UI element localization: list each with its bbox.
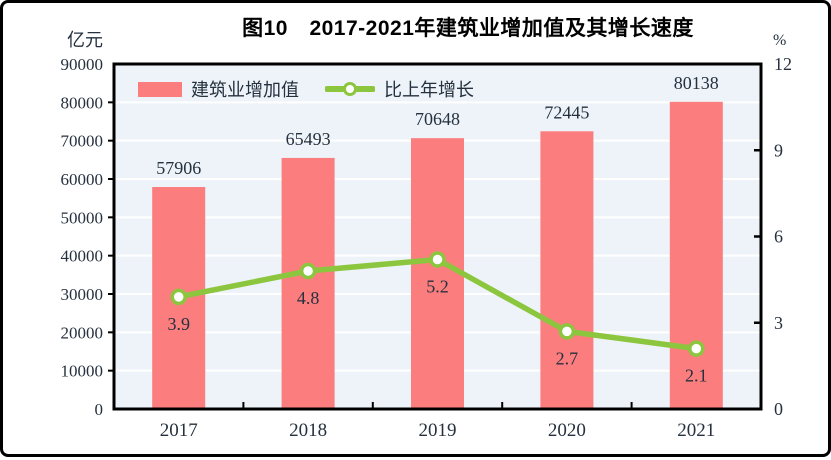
line-marker-2018 xyxy=(299,262,317,280)
bar-value-label-2017: 57906 xyxy=(156,158,201,178)
bar-value-label-2018: 65493 xyxy=(286,129,331,149)
left-axis-tick-label: 90000 xyxy=(61,55,104,74)
x-axis-category-label: 2018 xyxy=(289,420,327,441)
line-legend-swatch-icon xyxy=(324,80,376,98)
left-axis-tick-label: 40000 xyxy=(61,247,104,266)
legend-item-bar: 建筑业增加值 xyxy=(138,76,299,102)
right-axis-tick-label: 0 xyxy=(774,399,783,419)
bar-value-label-2021: 80138 xyxy=(674,73,719,93)
left-axis-tick-label: 10000 xyxy=(61,362,104,381)
left-axis-tick-label: 60000 xyxy=(61,170,104,189)
right-axis-unit-label: % xyxy=(773,32,787,49)
plot-area: 57906 65493 70648 72445 80138 3.9 4.8 5.2 2.7 2.1… xyxy=(61,54,793,441)
right-axis-tick-label: 3 xyxy=(774,313,783,333)
bar-2019 xyxy=(411,138,464,409)
left-axis-tick-label: 70000 xyxy=(61,132,104,151)
bar-value-label-2019: 70648 xyxy=(415,109,460,129)
x-axis-category-label: 2019 xyxy=(419,420,457,441)
bar-legend-swatch-icon xyxy=(138,81,182,97)
line-value-label-2019: 5.2 xyxy=(426,277,449,297)
line-value-label-2020: 2.7 xyxy=(556,348,579,368)
legend: 建筑业增加值 比上年增长 xyxy=(138,76,474,102)
line-marker-2021 xyxy=(688,340,705,357)
x-axis-category-label: 2017 xyxy=(160,420,198,441)
line-marker-2019 xyxy=(429,251,446,268)
line-value-label-2017: 3.9 xyxy=(167,314,190,334)
left-axis-tick-label: 0 xyxy=(95,400,104,419)
left-axis-tick-label: 80000 xyxy=(61,93,104,112)
line-marker-2020 xyxy=(558,323,576,340)
legend-line-label: 比上年增长 xyxy=(384,80,474,100)
line-marker-2017 xyxy=(170,288,187,306)
right-axis-tick-label: 9 xyxy=(774,140,783,160)
bar-2018 xyxy=(281,157,335,409)
line-value-label-2018: 4.8 xyxy=(297,288,320,308)
left-axis-tick-label: 30000 xyxy=(61,285,104,304)
chart-title: 图10 2017-2021年建筑业增加值及其增长速度 xyxy=(242,17,694,40)
right-axis-tick-label: 6 xyxy=(774,227,783,247)
x-axis-category-label: 2020 xyxy=(548,420,586,441)
bar-2021 xyxy=(669,101,723,410)
bar-2020 xyxy=(540,131,594,409)
legend-item-line: 比上年增长 xyxy=(324,76,474,102)
left-axis-tick-label: 50000 xyxy=(61,208,104,227)
bar-value-label-2020: 72445 xyxy=(544,102,589,122)
right-axis-tick-label: 12 xyxy=(774,54,792,74)
left-axis-tick-label: 20000 xyxy=(61,323,104,342)
x-axis-category-label: 2021 xyxy=(677,420,715,441)
line-value-label-2021: 2.1 xyxy=(685,366,708,386)
legend-bar-label: 建筑业增加值 xyxy=(191,80,299,100)
left-axis-unit-label: 亿元 xyxy=(67,30,103,50)
